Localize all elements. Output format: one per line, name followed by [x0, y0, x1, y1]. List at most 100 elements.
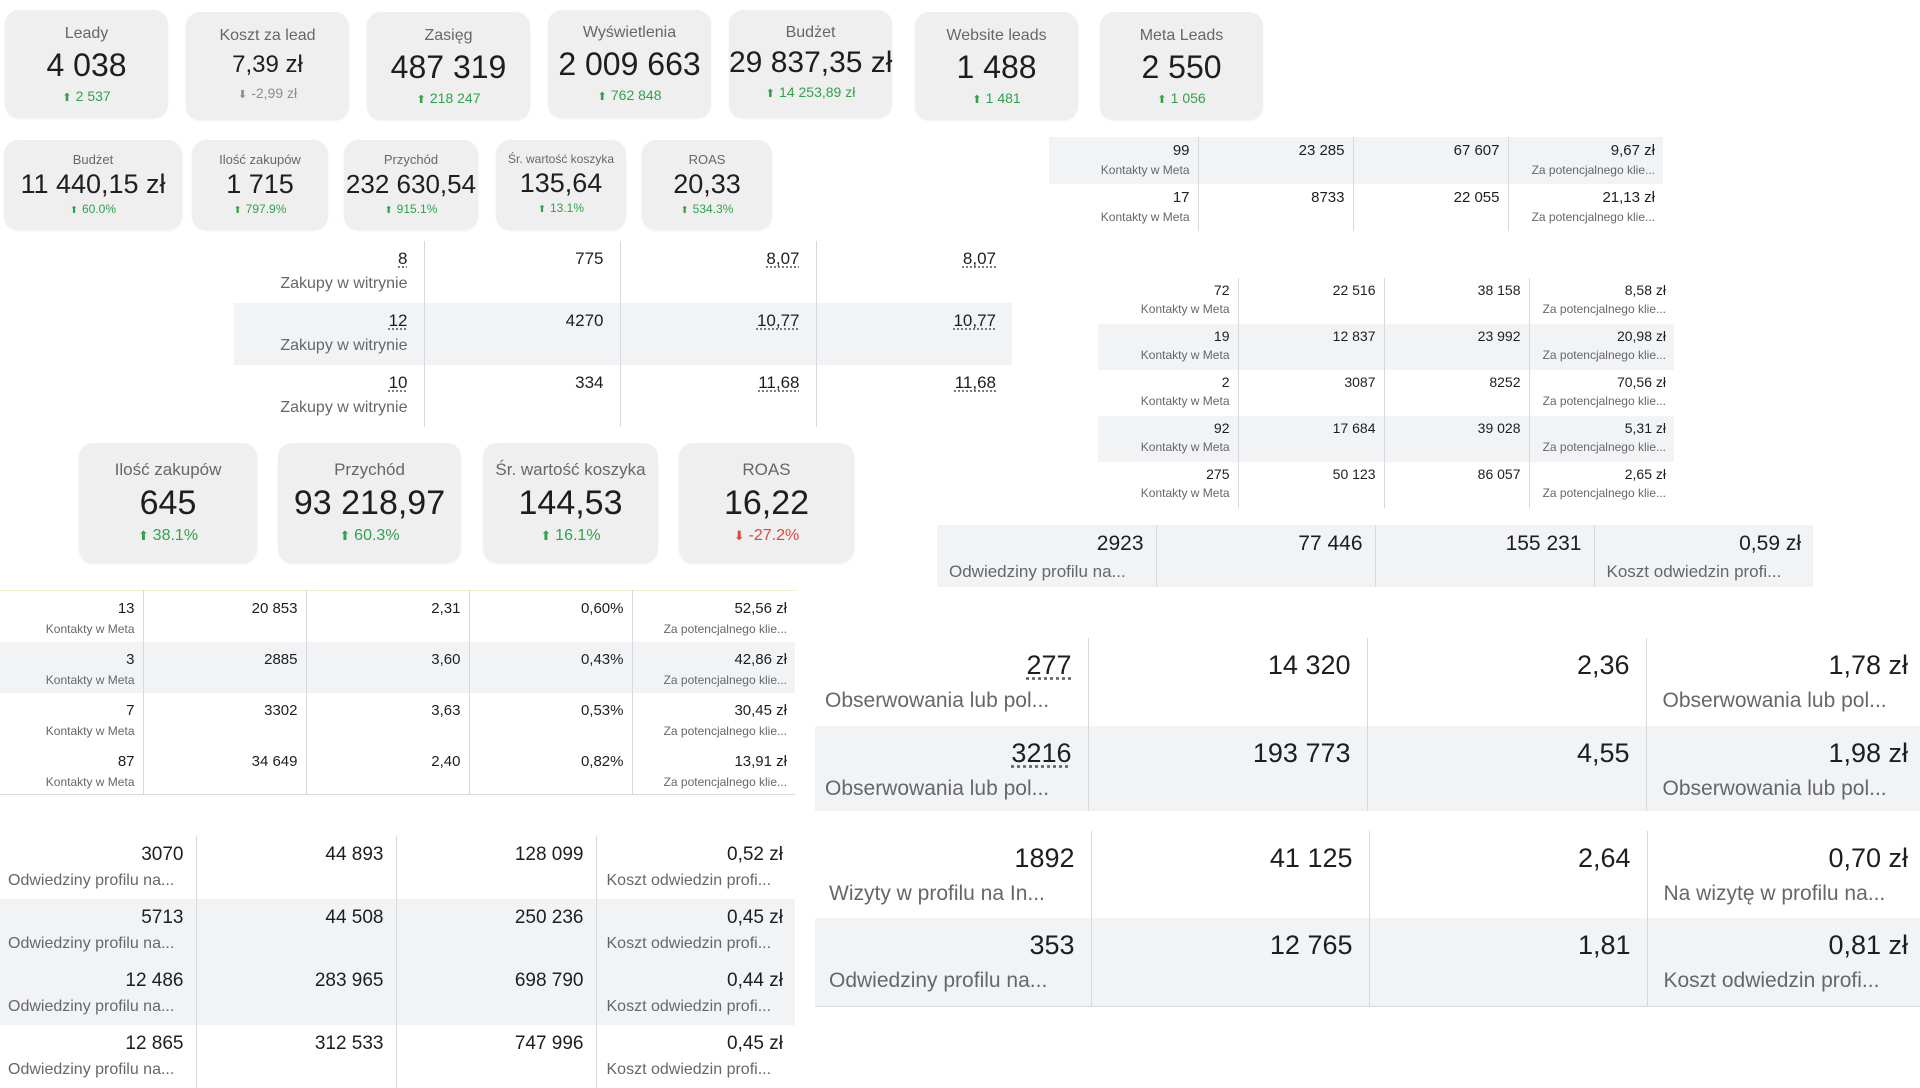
cell-value: 0,81 zł [1828, 930, 1908, 960]
cell-value: 22 516 [1332, 282, 1376, 298]
kpi-title: Website leads [946, 27, 1047, 44]
kpi-card-leads[interactable]: Leady 4 038 2 537 [5, 10, 168, 118]
kpi-delta: 16.1% [483, 527, 658, 545]
cell-value[interactable]: 8,07 [766, 249, 800, 268]
contacts-count: 17 [1172, 189, 1190, 206]
purchases-count[interactable]: 10 [388, 373, 408, 392]
cell-value: 1,78 zł [1828, 650, 1908, 680]
table-row[interactable]: 12 486 Odwiedziny profilu na... 283 965 6… [0, 962, 795, 1025]
contacts-label: Kontakty w Meta [1140, 486, 1230, 500]
kpi-card-budget[interactable]: Budżet 29 837,35 zł 14 253,89 zł [729, 10, 892, 118]
table-row[interactable]: 3070 Odwiedziny profilu na... 44 893 128 … [0, 836, 795, 899]
kpi-card-roas-2[interactable]: ROAS 20,33 534.3% [642, 140, 772, 230]
table-row[interactable]: 5713 Odwiedziny profilu na... 44 508 250 … [0, 899, 795, 962]
contacts-label: Kontakty w Meta [1100, 163, 1190, 177]
visits-label: Odwiedziny profilu na... [8, 935, 175, 952]
kpi-title: ROAS [688, 152, 726, 167]
cost-label: Koszt odwiedzin profi... [606, 872, 772, 889]
follows-cost-label: Obserwowania lub pol... [1662, 689, 1887, 712]
kpi-title: Przychód [383, 152, 439, 167]
follows-count[interactable]: 277 [1026, 650, 1072, 680]
cell-value[interactable]: 11,68 [954, 373, 996, 392]
purchases-count[interactable]: 8 [398, 249, 408, 268]
cell-value: 3302 [264, 701, 298, 719]
table-row[interactable]: 2923 Odwiedziny profilu na... 77 446 155 … [937, 525, 1813, 587]
cell-value: 0,82% [580, 752, 624, 770]
cell-value: 2885 [264, 650, 298, 668]
cell-value[interactable]: 10,77 [953, 311, 996, 330]
kpi-card-budget-2[interactable]: Budżet 11 440,15 zł 60.0% [4, 140, 182, 230]
kpi-card-purchases-2[interactable]: Ilość zakupów 1 715 797.9% [192, 140, 328, 230]
cell-value: 23 992 [1477, 328, 1521, 344]
kpi-card-avg-basket-3[interactable]: Śr. wartość koszyka 144,53 16.1% [483, 443, 658, 563]
table-row[interactable]: 13 Kontakty w Meta 20 853 2,31 0,60% 52,5… [0, 590, 795, 642]
kpi-card-purchases-3[interactable]: Ilość zakupów 645 38.1% [79, 443, 257, 563]
kpi-title: Śr. wartość koszyka [495, 460, 646, 479]
table-row[interactable]: 275 Kontakty w Meta 50 123 86 057 2,65 zł… [1098, 462, 1674, 508]
cell-value[interactable]: 10,77 [756, 311, 800, 330]
table-row[interactable]: 353 Odwiedziny profilu na... 12 765 1,81 … [815, 918, 1920, 1006]
cell-value: 12 765 [1269, 930, 1353, 960]
contacts-count: 3 [126, 650, 135, 668]
cell-value: 4,55 [1576, 738, 1630, 768]
table-row[interactable]: 10 Zakupy w witrynie 334 11,68 11,68 [234, 365, 1012, 427]
visits-label: Odwiedziny profilu na... [8, 1061, 175, 1078]
cell-value: 34 649 [251, 752, 298, 770]
table-row[interactable]: 19 Kontakty w Meta 12 837 23 992 20,98 zł… [1098, 324, 1674, 370]
kpi-title: Budżet [72, 152, 114, 167]
table-row[interactable]: 3 Kontakty w Meta 2885 3,60 0,43% 42,86 z… [0, 641, 795, 693]
kpi-title: ROAS [742, 460, 791, 479]
cell-value: 8252 [1489, 374, 1521, 390]
cell-value[interactable]: 11,68 [758, 373, 800, 392]
visits-count: 12 865 [125, 1033, 184, 1054]
kpi-card-revenue-2[interactable]: Przychód 232 630,54 915.1% [344, 140, 478, 230]
kpi-card-meta-leads[interactable]: Meta Leads 2 550 1 056 [1100, 12, 1263, 120]
purchases-label: Zakupy w witrynie [280, 399, 408, 416]
kpi-title: Wyświetlenia [582, 24, 677, 41]
visits-count: 12 486 [125, 970, 184, 991]
table-row[interactable]: 3216 Obserwowania lub pol... 193 773 4,55… [815, 726, 1920, 811]
table-row[interactable]: 72 Kontakty w Meta 22 516 38 158 8,58 zł Z… [1098, 278, 1674, 324]
kpi-card-cost-per-lead[interactable]: Koszt za lead 7,39 zł -2,99 zł [186, 12, 349, 120]
kpi-card-impressions[interactable]: Wyświetlenia 2 009 663 762 848 [548, 10, 711, 118]
kpi-title: Zasięg [424, 27, 473, 44]
table-row[interactable]: 277 Obserwowania lub pol... 14 320 2,36 1… [815, 638, 1920, 726]
cell-value: 17 684 [1332, 420, 1376, 436]
kpi-card-reach[interactable]: Zasięg 487 319 218 247 [367, 12, 530, 120]
table-row[interactable]: 2 Kontakty w Meta 3087 8252 70,56 zł Za po… [1098, 370, 1674, 416]
kpi-value: 1 715 [226, 169, 294, 199]
cell-value: 52,56 zł [734, 600, 787, 617]
contacts-count: 72 [1213, 282, 1230, 298]
table-row[interactable]: 12 Zakupy w witrynie 4270 10,77 10,77 [234, 303, 1012, 365]
kpi-card-revenue-3[interactable]: Przychód 93 218,97 60.3% [278, 443, 461, 563]
kpi-value: 645 [139, 484, 197, 522]
cell-value: 50 123 [1332, 466, 1376, 482]
table-row[interactable]: 17 Kontakty w Meta 8733 22 055 21,13 zł Za… [1049, 184, 1663, 231]
table-row[interactable]: 12 865 Odwiedziny profilu na... 312 533 7… [0, 1025, 795, 1088]
kpi-card-avg-basket-2[interactable]: Śr. wartość koszyka 135,64 13.1% [496, 140, 626, 230]
contacts-label: Kontakty w Meta [45, 774, 135, 789]
purchases-count[interactable]: 12 [388, 311, 408, 330]
table-row[interactable]: 7 Kontakty w Meta 3302 3,63 0,53% 30,45 z… [0, 692, 795, 744]
cell-value: 44 508 [325, 907, 384, 928]
cell-value: 155 231 [1505, 532, 1582, 555]
kpi-card-roas-3[interactable]: ROAS 16,22 -27.2% [679, 443, 854, 563]
cell-value[interactable]: 8,07 [962, 249, 996, 268]
kpi-delta: 915.1% [344, 202, 478, 216]
arrow-up-icon [70, 202, 78, 216]
follows-count[interactable]: 3216 [1011, 738, 1072, 768]
arrow-up-icon [339, 527, 350, 545]
table-row[interactable]: 8 Zakupy w witrynie 775 8,07 8,07 [234, 241, 1012, 303]
kpi-title: Koszt za lead [219, 27, 316, 44]
cell-value: 128 099 [514, 844, 584, 865]
visits-count: 5713 [141, 907, 184, 928]
table-row[interactable]: 99 Kontakty w Meta 23 285 67 607 9,67 zł Z… [1049, 137, 1663, 184]
cell-value: 44 893 [325, 844, 384, 865]
arrow-up-icon [385, 202, 393, 216]
table-row[interactable]: 1892 Wizyty w profilu na In... 41 125 2,6… [815, 831, 1920, 918]
table-row[interactable]: 92 Kontakty w Meta 17 684 39 028 5,31 zł Z… [1098, 416, 1674, 462]
cost-label: Na wizytę w profilu na... [1663, 882, 1886, 905]
table-row[interactable]: 87 Kontakty w Meta 34 649 2,40 0,82% 13,9… [0, 743, 795, 795]
kpi-card-website-leads[interactable]: Website leads 1 488 1 481 [915, 12, 1078, 120]
kpi-value: 4 038 [46, 47, 127, 83]
